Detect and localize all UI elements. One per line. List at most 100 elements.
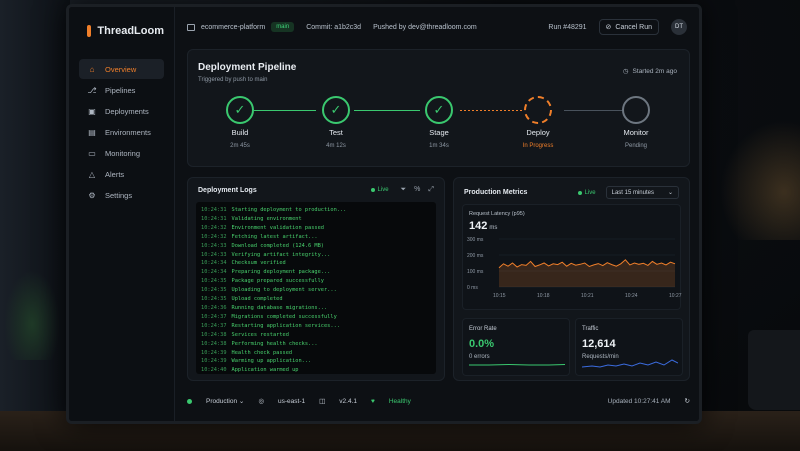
stage-name: Test	[329, 128, 343, 137]
stop-icon: ⊘	[605, 24, 612, 31]
traffic-unit: Requests/min	[582, 354, 619, 360]
log-message: Package prepared successfully	[231, 278, 324, 285]
log-line: 10:24:38 Services restarted	[201, 331, 431, 340]
version-label: v2.4.1	[339, 397, 357, 405]
log-line: 10:24:40 Application warmed up	[201, 366, 431, 374]
stage-stage[interactable]: ✓ Stage 1m 34s	[409, 96, 469, 149]
live-dot-icon	[577, 190, 582, 195]
log-timestamp: 10:24:38	[201, 340, 227, 347]
log-line: 10:24:33 Download completed (124.6 MB)	[201, 242, 431, 251]
x-tick-label: 10:24	[625, 293, 638, 299]
stage-connector	[254, 110, 316, 111]
cancel-run-button[interactable]: ⊘ Cancel Run	[598, 19, 659, 35]
sidebar-item-deployments[interactable]: ▣ Deployments	[79, 101, 164, 121]
repo-selector[interactable]: ecommerce-platform main	[187, 22, 295, 32]
log-timestamp: 10:24:39	[201, 349, 227, 356]
brand-name: ThreadLoom	[97, 25, 164, 37]
sidebar-item-environments[interactable]: ▤ Environments	[79, 122, 164, 142]
monitor-icon: ▭	[88, 148, 96, 158]
latency-area	[499, 259, 675, 287]
latency-value: 142 ms	[469, 220, 497, 232]
stage-name: Stage	[429, 128, 449, 137]
log-message: Application warmed up	[231, 367, 299, 374]
bell-icon: △	[88, 169, 96, 179]
stage-connector	[460, 110, 524, 111]
brand[interactable]: ThreadLoom	[79, 25, 164, 37]
log-message: Preparing deployment package...	[231, 269, 331, 276]
log-message: Download completed (124.6 MB)	[231, 242, 324, 249]
metrics-title: Production Metrics	[464, 189, 528, 196]
error-rate-label: Error Rate	[469, 326, 497, 332]
wrap-icon[interactable]: %	[414, 186, 421, 193]
stage-duration: 2m 45s	[230, 143, 250, 149]
stage-monitor[interactable]: Monitor Pending	[606, 96, 666, 149]
log-timestamp: 10:24:33	[201, 242, 227, 249]
y-tick-label: 100 ms	[467, 269, 484, 275]
environment-select[interactable]: Production ⌄	[206, 397, 244, 405]
log-message: Performing health checks...	[231, 340, 318, 347]
sidebar-item-alerts[interactable]: △ Alerts	[79, 164, 164, 184]
background-mug	[748, 330, 800, 410]
avatar[interactable]: DT	[671, 19, 687, 35]
expand-icon[interactable]: ⤢	[428, 186, 434, 193]
traffic-value: 12,614	[582, 338, 616, 350]
log-timestamp: 10:24:39	[201, 358, 227, 365]
sidebar: ThreadLoom ⌂ Overview ⎇ Pipelines ▣ Depl…	[69, 7, 175, 421]
sidebar-item-overview[interactable]: ⌂ Overview	[79, 59, 164, 79]
log-line: 10:24:38 Performing health checks...	[201, 340, 431, 349]
logs-title: Deployment Logs	[198, 186, 257, 194]
sidebar-item-monitoring[interactable]: ▭ Monitoring	[79, 143, 164, 163]
log-message: Uploading to deployment server...	[231, 287, 337, 294]
stage-deploy[interactable]: Deploy In Progress	[508, 96, 568, 149]
refresh-icon[interactable]: ↻	[684, 398, 690, 405]
live-label: Live	[377, 187, 389, 193]
stage-name: Build	[231, 128, 249, 137]
environment-label: Production	[206, 398, 238, 405]
metrics-card: Production Metrics Live Last 15 minutes …	[453, 177, 690, 381]
log-message: Running database migrations...	[231, 304, 328, 311]
log-timestamp: 10:24:34	[201, 260, 227, 267]
environment-icon: ▤	[88, 127, 96, 137]
log-message: Environment validation passed	[231, 224, 324, 231]
live-label: Live	[584, 189, 596, 196]
log-line: 10:24:39 Health check passed	[201, 349, 431, 358]
log-output[interactable]: 10:24:31 Starting deployment to productio…	[196, 202, 436, 374]
log-message: Warming up application...	[231, 358, 312, 365]
background-shelf	[0, 0, 70, 451]
time-range-select[interactable]: Last 15 minutes ⌄	[605, 186, 679, 199]
traffic-sparkline	[582, 359, 678, 368]
log-line: 10:24:31 Validating environment	[201, 215, 431, 224]
log-message: Checksum verified	[231, 260, 286, 267]
log-timestamp: 10:24:38	[201, 331, 227, 338]
logo-icon	[87, 25, 92, 37]
stage-build[interactable]: ✓ Build 2m 45s	[210, 96, 270, 149]
error-sparkline	[469, 363, 565, 366]
repo-icon	[187, 23, 195, 31]
error-count: 0 errors	[469, 354, 490, 360]
filter-icon[interactable]: ⏷	[400, 186, 407, 193]
log-timestamp: 10:24:36	[201, 304, 227, 311]
stage-test[interactable]: ✓ Test 4m 12s	[306, 96, 366, 149]
check-icon: ✓	[226, 96, 254, 124]
cancel-run-label: Cancel Run	[615, 23, 652, 31]
log-line: 10:24:32 Environment validation passed	[201, 224, 431, 233]
chevron-down-icon: ⌄	[667, 190, 673, 196]
grid-icon: ⌂	[89, 64, 95, 74]
gear-icon: ⚙	[88, 190, 96, 200]
sidebar-item-pipelines[interactable]: ⎇ Pipelines	[79, 80, 164, 100]
pipeline-title: Deployment Pipeline	[198, 62, 297, 73]
latency-plot: 300 ms 200 ms 100 ms 0 ms 10:15 10:18 10:21 10:…	[467, 237, 682, 299]
commit-hash[interactable]: Commit: a1b2c3d	[306, 23, 362, 31]
topbar: ecommerce-platform main Commit: a1b2c3d …	[187, 7, 687, 45]
stage-duration: 4m 12s	[326, 143, 346, 149]
log-timestamp: 10:24:37	[201, 322, 227, 329]
latency-unit: ms	[489, 225, 498, 231]
sidebar-item-settings[interactable]: ⚙ Settings	[79, 185, 164, 205]
log-line: 10:24:34 Checksum verified	[201, 259, 431, 268]
live-indicator: Live	[577, 189, 596, 196]
stage-name: Deploy	[526, 128, 550, 137]
sidebar-item-label: Pipelines	[105, 85, 136, 95]
pipeline-icon: ⎇	[87, 85, 97, 95]
sidebar-item-label: Monitoring	[105, 148, 141, 158]
log-timestamp: 10:24:35	[201, 296, 227, 303]
